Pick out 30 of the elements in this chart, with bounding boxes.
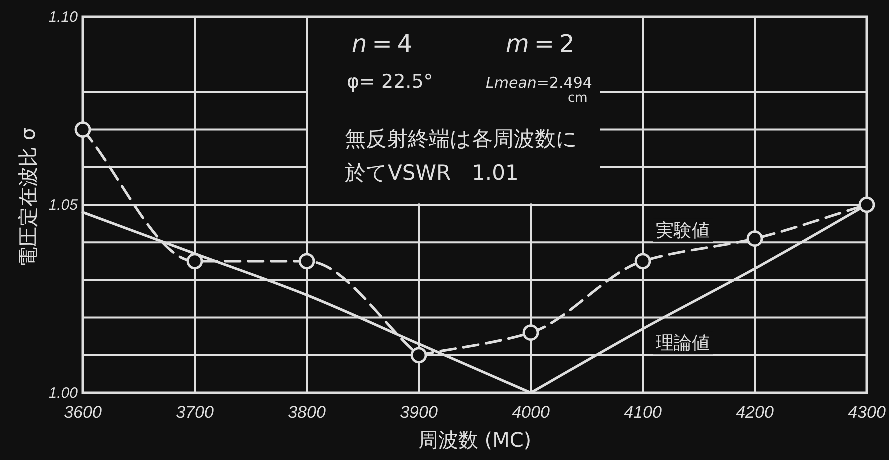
x-tick-label: 3800 <box>288 403 326 422</box>
y-tick-label: 1.05 <box>48 196 79 214</box>
x-tick-label: 4000 <box>512 403 550 422</box>
x-tick-label: 4200 <box>736 403 774 422</box>
point <box>522 324 540 342</box>
point <box>410 347 428 364</box>
point <box>74 122 92 138</box>
y-tick-label: 1.00 <box>48 384 79 402</box>
point <box>298 253 316 270</box>
series-label: 理論値 <box>656 332 710 354</box>
annotation: Lmean=2.494 <box>486 74 592 92</box>
annotation: m=2 <box>506 30 580 58</box>
point <box>858 196 876 214</box>
annotation: 於てVSWR 1.01 <box>345 161 519 185</box>
series-label: 実験値 <box>656 220 710 241</box>
point <box>634 253 652 270</box>
point <box>746 230 764 248</box>
annotation: φ= 22.5° <box>347 71 434 93</box>
y-axis-title: 電圧定在波比 σ <box>16 128 40 268</box>
y-tick-label: 1.10 <box>48 8 79 26</box>
x-tick-label: 3900 <box>400 403 438 422</box>
annotation: n=4 <box>352 30 418 58</box>
x-tick-label: 3700 <box>176 403 214 422</box>
annotation: cm <box>568 91 588 106</box>
x-tick-label: 3600 <box>64 403 102 422</box>
x-tick-label: 4300 <box>848 403 886 422</box>
annotation: 無反射終端は各周波数に <box>345 127 578 151</box>
x-axis-title: 周波数 (MC) <box>418 428 532 452</box>
x-tick-label: 4100 <box>624 403 662 422</box>
point <box>186 253 204 270</box>
